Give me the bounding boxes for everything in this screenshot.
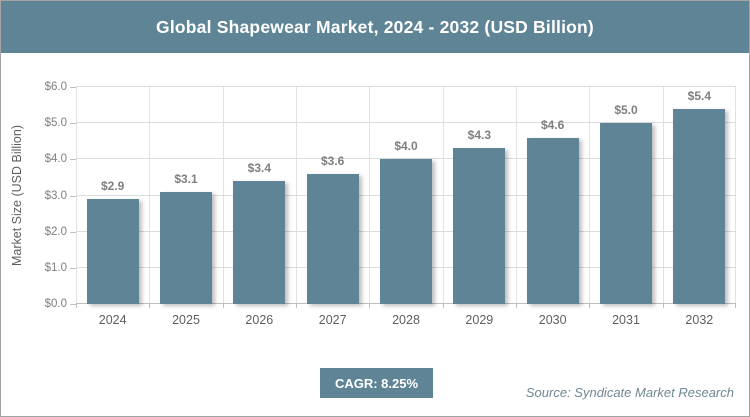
- bar-value-label: $3.6: [320, 153, 345, 168]
- source-attribution: Source: Syndicate Market Research: [525, 385, 734, 400]
- bar: [673, 108, 726, 304]
- x-axis-tick: [516, 304, 517, 308]
- gridline-v: [516, 87, 517, 304]
- cagr-badge-label: CAGR: 8.25%: [334, 375, 419, 391]
- chart-title-bar: Global Shapewear Market, 2024 - 2032 (US…: [1, 1, 749, 53]
- x-axis-tick: [735, 304, 736, 308]
- bar-value-label: $3.4: [247, 161, 272, 176]
- x-tick-label: 2024: [98, 313, 127, 327]
- y-axis-tick: [70, 87, 76, 88]
- x-tick-label: 2027: [318, 313, 347, 327]
- x-axis-tick: [442, 304, 444, 308]
- cagr-badge: CAGR: 8.25%: [320, 368, 433, 398]
- x-tick-label: 2031: [612, 313, 640, 327]
- x-axis-tick: [662, 304, 664, 308]
- y-axis-tick: [70, 159, 76, 161]
- gridline-v: [76, 87, 77, 304]
- bar-value-label: $5.0: [614, 103, 638, 118]
- y-tick-label: $2.0: [44, 225, 67, 238]
- bar-value-label: $5.4: [687, 88, 712, 103]
- y-tick-label: $6.0: [44, 81, 67, 93]
- gridline-v: [735, 87, 736, 304]
- x-tick-label: 2032: [685, 313, 714, 327]
- y-tick-label: $0.0: [44, 298, 67, 310]
- gridline-v: [442, 87, 444, 304]
- x-axis-tick: [589, 304, 591, 308]
- gridline-h: [76, 86, 736, 87]
- gridline-h: [76, 122, 736, 124]
- gridline-v: [369, 87, 371, 304]
- x-tick-label: 2028: [392, 313, 420, 327]
- y-axis-tick: [70, 304, 76, 305]
- y-axis-tick: [70, 195, 76, 197]
- bar: [86, 199, 139, 304]
- bar: [160, 191, 212, 304]
- x-axis-tick: [296, 304, 297, 308]
- gridline-v: [296, 87, 297, 304]
- bar-value-label: $2.9: [100, 179, 125, 194]
- bar: [453, 148, 506, 304]
- y-axis-tick: [70, 123, 76, 125]
- gridline-v: [589, 87, 591, 304]
- chart-title: Global Shapewear Market, 2024 - 2032 (US…: [156, 16, 594, 37]
- y-tick-label: $5.0: [44, 117, 67, 130]
- x-axis-tick-labels: 2024 2025 2026 2027 2028 2029 2030 2031 2032: [76, 313, 736, 331]
- gridline-v: [222, 87, 224, 304]
- gridline-v: [149, 87, 151, 304]
- bar-value-label: $4.0: [394, 139, 418, 154]
- bar: [233, 181, 286, 304]
- x-axis-tick: [149, 304, 151, 308]
- x-axis-tick: [76, 304, 77, 308]
- y-axis-tick: [70, 231, 76, 233]
- y-axis-tick-labels: $0.0 $1.0 $2.0 $3.0 $4.0 $5.0 $6.0: [1, 81, 67, 310]
- plot-area: $2.9 $3.1 $3.4 $3.6 $4.0 $4.3 $4.6 $5.0 $5.4: [76, 86, 736, 308]
- bar: [306, 173, 359, 304]
- x-tick-label: 2029: [465, 313, 494, 327]
- bar-value-label: $3.1: [174, 171, 198, 186]
- bar-value-label: $4.3: [467, 128, 492, 143]
- bar: [600, 123, 652, 304]
- bar-value-label: $4.6: [540, 117, 565, 132]
- y-tick-label: $4.0: [44, 153, 67, 166]
- x-tick-label: 2026: [245, 313, 274, 327]
- y-tick-label: $1.0: [44, 261, 67, 274]
- y-axis-tick: [70, 267, 76, 269]
- y-tick-label: $3.0: [44, 189, 67, 202]
- x-tick-label: 2025: [172, 313, 200, 327]
- bar: [380, 159, 432, 304]
- x-axis-tick: [222, 304, 224, 308]
- gridline-h: [76, 158, 736, 160]
- x-tick-label: 2030: [538, 313, 567, 327]
- gridline-v: [662, 87, 664, 304]
- bar: [526, 137, 579, 304]
- x-axis-tick: [369, 304, 371, 308]
